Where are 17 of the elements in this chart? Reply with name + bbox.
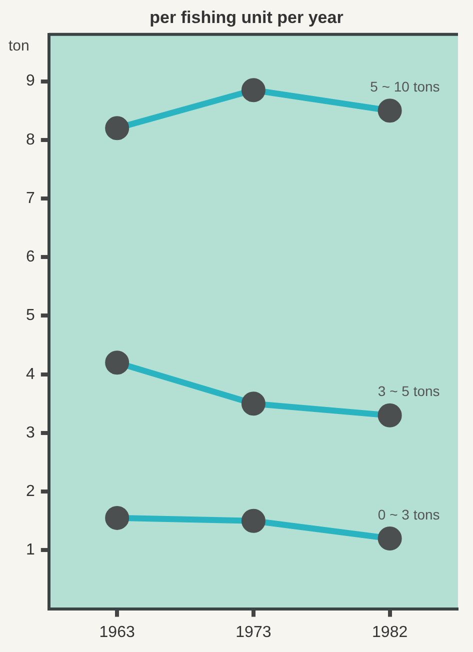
y-tick-label: 1 xyxy=(26,542,35,559)
y-axis-title: ton xyxy=(8,38,30,55)
y-tick-label: 7 xyxy=(26,190,35,207)
x-tick-label: 1973 xyxy=(236,624,272,641)
x-tick-label: 1963 xyxy=(99,624,135,641)
series-label: 0 ~ 3 tons xyxy=(378,506,440,522)
chart-title: per fishing unit per year xyxy=(150,8,344,27)
series-label: 3 ~ 5 tons xyxy=(378,383,440,400)
y-tick-label: 2 xyxy=(26,482,35,500)
series-label: 5 ~ 10 tons xyxy=(370,78,440,94)
y-tick-label: 6 xyxy=(26,248,35,266)
y-tick-label: 3 xyxy=(26,424,35,442)
y-tick-label: 9 xyxy=(26,72,35,90)
y-tick-label: 8 xyxy=(26,131,35,148)
x-tick-label: 1982 xyxy=(372,624,408,641)
y-tick-label: 5 xyxy=(26,307,35,324)
y-tick-label: 4 xyxy=(26,366,35,383)
